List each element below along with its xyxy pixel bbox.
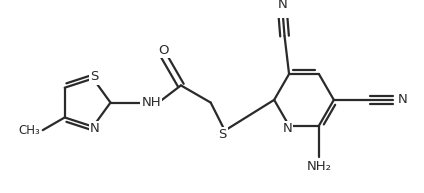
Text: N: N [278,0,287,11]
Text: S: S [91,70,99,83]
Text: N: N [90,122,100,135]
Text: NH₂: NH₂ [307,160,332,173]
Text: NH: NH [141,96,161,109]
Text: O: O [159,44,169,57]
Text: N: N [398,93,407,106]
Text: N: N [282,122,292,135]
Text: S: S [218,128,227,141]
Text: CH₃: CH₃ [18,124,40,137]
